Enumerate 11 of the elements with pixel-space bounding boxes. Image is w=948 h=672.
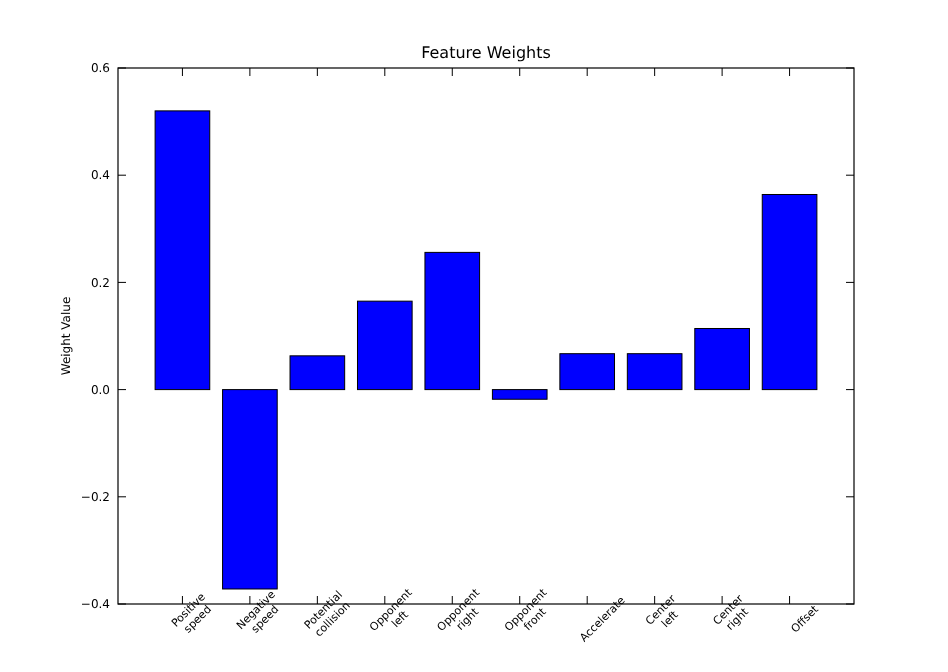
bar: [424, 251, 481, 391]
bar: [154, 110, 211, 391]
bar: [694, 328, 750, 391]
bar: [491, 389, 548, 400]
bar: [761, 194, 818, 391]
bar: [289, 355, 346, 391]
bar: [559, 353, 616, 391]
bar: [222, 389, 278, 590]
chart-title: Feature Weights: [421, 44, 551, 62]
bar: [626, 353, 683, 391]
bar: [356, 300, 413, 391]
